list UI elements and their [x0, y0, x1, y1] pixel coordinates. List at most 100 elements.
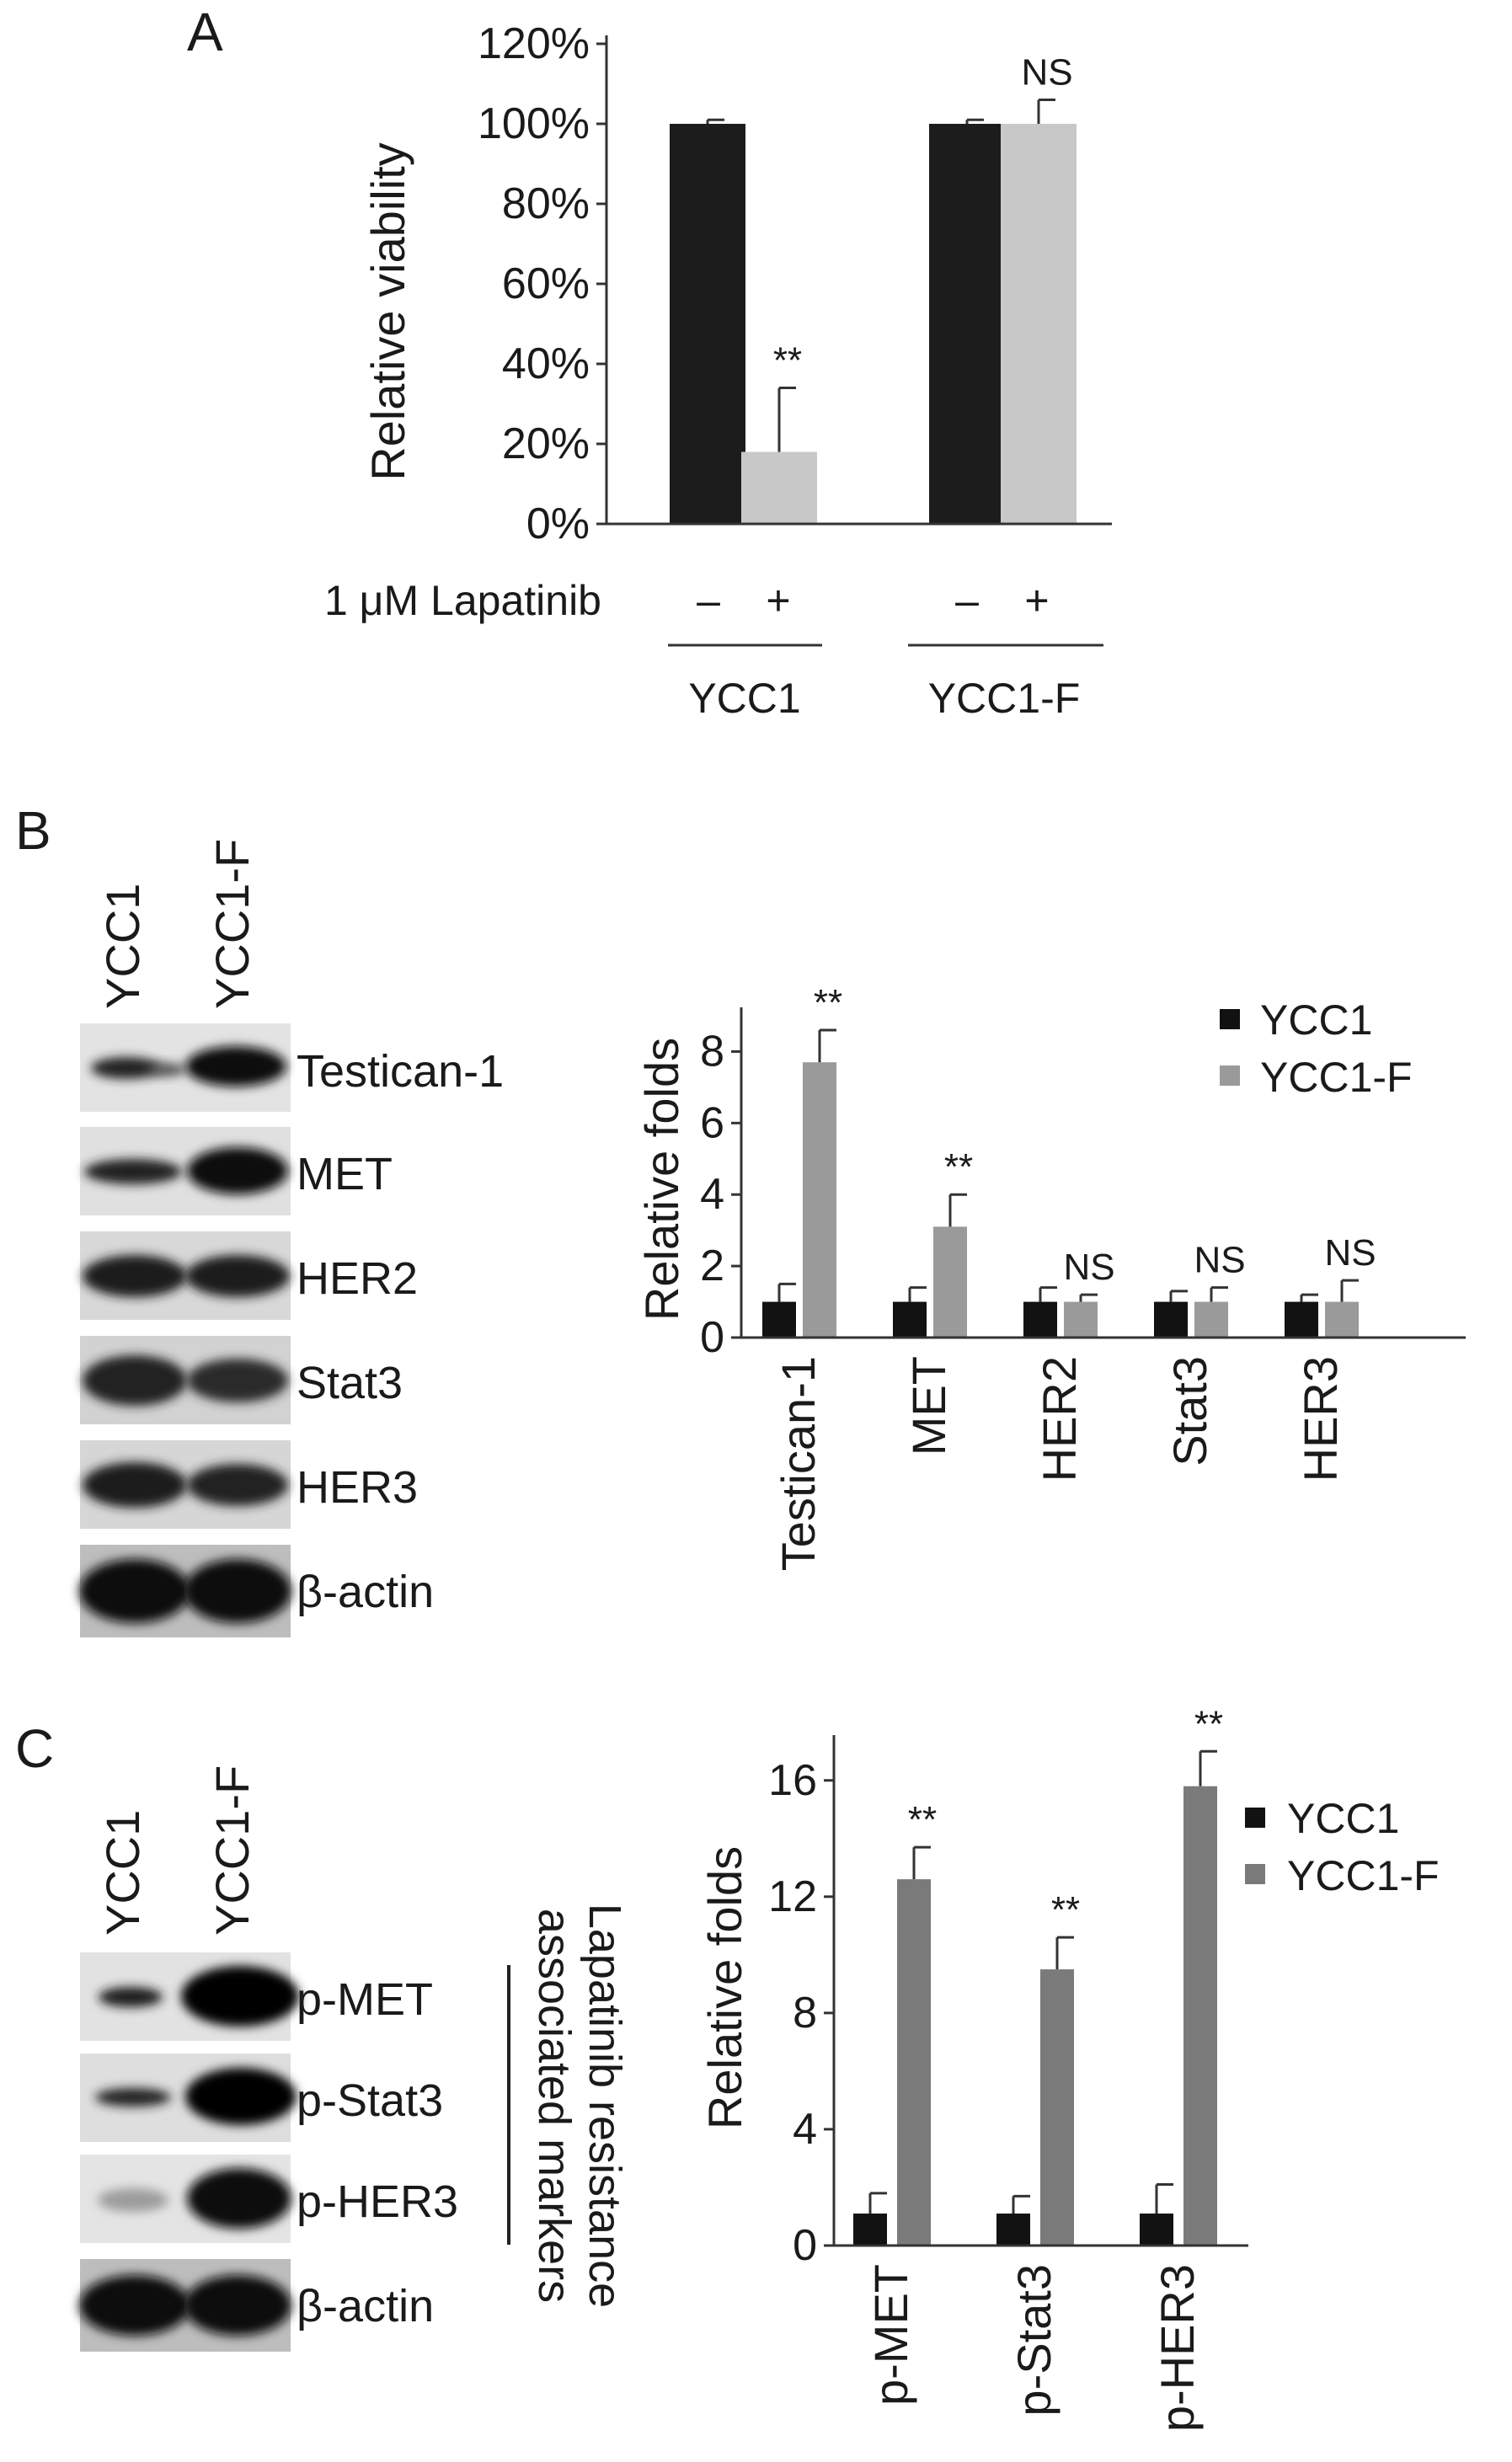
panel-b-lane-ycc1f: YCC1-F	[206, 839, 259, 1009]
panel-a-y-axis-title: Relative viability	[361, 142, 414, 481]
panel-c-bar-ycc1	[996, 2214, 1030, 2246]
lapatinib-label: 1 μM Lapatinib	[324, 577, 601, 624]
legend-swatch-ycc1f	[1220, 1065, 1240, 1086]
ycc1f-plus-sign: +	[1024, 577, 1049, 624]
panel-b-bar-ycc1	[893, 1301, 927, 1338]
legend-swatch-ycc1f-c	[1245, 1864, 1265, 1884]
blot-testican-1	[80, 1023, 291, 1112]
blot-label-p-met: p-MET	[297, 1974, 433, 2025]
legend-label-ycc1: YCC1	[1260, 996, 1372, 1044]
panel-a-bar-3	[929, 124, 1005, 524]
blot-label-p-stat3: p-Stat3	[297, 2075, 443, 2126]
ycc1f-minus-sign: –	[955, 577, 979, 624]
blot-label-beta-actin-c: β-actin	[297, 2281, 434, 2331]
panel-c-category-label: p-HER3	[1151, 2264, 1204, 2432]
blot-label-met: MET	[297, 1149, 393, 1199]
panel-b-y-tick-label: 8	[700, 1027, 724, 1076]
panel-b-bar-ycc1f	[803, 1062, 836, 1338]
panel-a-bar-1	[670, 124, 745, 524]
panel-b-significance: NS	[1063, 1247, 1114, 1288]
panel-c-bar-ycc1f	[1183, 1786, 1217, 2246]
panel-a-bar-2	[741, 451, 817, 524]
legend-label-ycc1-c: YCC1	[1287, 1795, 1399, 1842]
panel-b-letter: B	[15, 800, 51, 861]
panel-b-bar-ycc1	[762, 1301, 796, 1338]
legend-swatch-ycc1-c	[1245, 1808, 1265, 1828]
blot-beta-actin-b	[79, 1545, 291, 1637]
panel-b-category-label: HER3	[1294, 1356, 1347, 1482]
panel-a-y-tick-label: 20%	[502, 419, 590, 468]
panel-b-bar-ycc1	[1154, 1301, 1188, 1338]
panel-b-y-tick-label: 4	[700, 1170, 724, 1219]
panel-a-y-tick-label: 0%	[526, 499, 590, 548]
panel-c-legend: YCC1 YCC1-F	[1245, 1795, 1440, 1899]
panel-b-category-label: Stat3	[1163, 1356, 1216, 1466]
panel-c-y-ticks: 0 4 8 12 16	[768, 1756, 834, 2270]
blot-beta-actin-c	[79, 2259, 291, 2352]
panel-a-y-tick-label: 60%	[502, 259, 590, 308]
panel-a-y-ticks: 0% 20% 40% 60% 80% 100% 120%	[478, 19, 606, 548]
panel-a-y-tick-label: 100%	[478, 99, 590, 148]
blot-her3	[80, 1440, 291, 1529]
panel-b-bars: ** ** NS NS NS	[762, 982, 1376, 1338]
ycc1-plus-sign: +	[766, 577, 790, 624]
panel-c-y-axis-title: Relative folds	[698, 1846, 751, 2129]
legend-swatch-ycc1	[1220, 1009, 1240, 1029]
panel-b-lane-ycc1: YCC1	[96, 884, 149, 1009]
panel-c-bar-ycc1f	[1040, 1969, 1074, 2246]
panel-b-category-label: MET	[902, 1356, 955, 1455]
panel-c-bar-ycc1f	[897, 1879, 931, 2246]
panel-c-y-tick-label: 0	[793, 2221, 817, 2270]
panel-b-bar-ycc1	[1285, 1301, 1318, 1338]
panel-b-significance: **	[814, 982, 842, 1023]
blot-her2	[80, 1231, 291, 1320]
panel-a-bar-4	[1001, 124, 1077, 524]
panel-c-bar-ycc1	[853, 2214, 887, 2246]
blot-label-beta-actin: β-actin	[297, 1567, 434, 1617]
blot-p-met	[80, 1952, 299, 2041]
panel-b-significance: **	[944, 1146, 973, 1188]
panel-a-significance: NS	[1021, 52, 1072, 93]
blot-label-p-her3: p-HER3	[297, 2176, 458, 2227]
panel-b-bar-ycc1f	[1064, 1301, 1098, 1338]
panel-b-bar-ycc1f	[1325, 1301, 1359, 1338]
panel-c: C YCC1 YCC1-F p-MET p-Stat3 p-HER3 β-act…	[15, 1703, 1440, 2432]
panel-b-bar-ycc1	[1023, 1301, 1057, 1338]
panel-c-y-tick-label: 8	[793, 1989, 817, 2037]
panel-b-y-ticks: 0 2 4 6 8	[700, 1027, 741, 1362]
panel-c-significance: **	[1194, 1703, 1223, 1744]
blot-label-her2: HER2	[297, 1253, 418, 1304]
bracket-label-line1: Lapatinib resistance	[580, 1904, 630, 2308]
panel-c-y-tick-label: 16	[768, 1756, 817, 1805]
panel-b-y-tick-label: 6	[700, 1098, 724, 1147]
panel-b-category-label: Testican-1	[772, 1356, 825, 1571]
panel-b-legend: YCC1 YCC1-F	[1220, 996, 1413, 1101]
blot-label-her3: HER3	[297, 1462, 418, 1513]
panel-a-y-tick-label: 80%	[502, 179, 590, 228]
panel-c-lane-ycc1: YCC1	[96, 1810, 149, 1936]
legend-label-ycc1f-c: YCC1-F	[1287, 1852, 1440, 1899]
panel-a-bars: ** NS	[670, 52, 1077, 524]
panel-b-category-label: HER2	[1033, 1356, 1086, 1482]
panel-c-significance: **	[908, 1799, 937, 1840]
panel-b-bar-ycc1f	[1194, 1301, 1228, 1338]
blot-stat3	[80, 1336, 291, 1424]
panel-c-letter: C	[15, 1718, 54, 1779]
panel-b-significance: NS	[1324, 1232, 1376, 1274]
panel-c-lane-ycc1f: YCC1-F	[206, 1765, 259, 1936]
panel-a-y-tick-label: 40%	[502, 339, 590, 388]
panel-b-y-tick-label: 2	[700, 1242, 724, 1290]
panel-b-x-categories: Testican-1 MET HER2 Stat3 HER3	[772, 1356, 1347, 1571]
panel-c-x-categories: p-MET p-Stat3 p-HER3	[864, 2264, 1204, 2432]
panel-b-significance: NS	[1194, 1240, 1245, 1281]
legend-label-ycc1f: YCC1-F	[1260, 1054, 1413, 1101]
blot-met	[80, 1127, 291, 1215]
blot-label-testican-1: Testican-1	[297, 1046, 504, 1097]
panel-c-bars: ** ** **	[853, 1703, 1223, 2246]
blot-p-her3	[80, 2155, 291, 2243]
panel-b: B YCC1 YCC1-F	[15, 800, 1466, 1637]
blot-label-stat3: Stat3	[297, 1358, 403, 1408]
panel-c-category-label: p-Stat3	[1007, 2264, 1061, 2417]
panel-a-significance: **	[773, 340, 802, 382]
